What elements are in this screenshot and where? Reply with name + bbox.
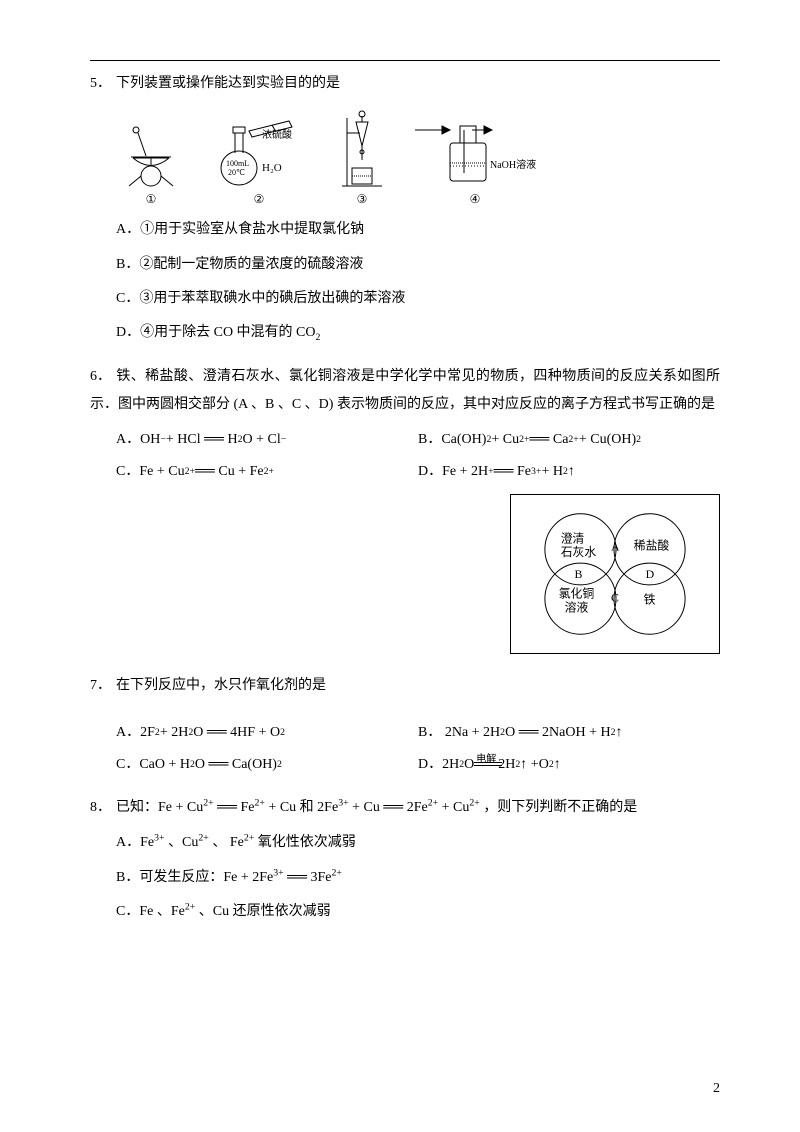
q5-anno-20c: 20℃: [228, 168, 245, 177]
svg-text:C: C: [611, 590, 619, 604]
q5-opt-b: B．②配制一定物质的量浓度的硫酸溶液: [116, 254, 720, 276]
q6-opt-d: D．Fe + 2H+ ══ Fe3+ + H2 ↑: [418, 461, 720, 483]
q5-opt-a: A．①用于实验室从食盐水中提取氯化钠: [116, 219, 720, 241]
svg-text:D: D: [646, 566, 655, 580]
q5-anno-100ml: 100mL: [226, 159, 249, 168]
q5-opt-c: C．③用于苯萃取碘水中的碘后放出碘的苯溶液: [116, 288, 720, 310]
svg-text:稀盐酸: 稀盐酸: [634, 538, 670, 552]
q5-fig-2: 浓硫酸 100mL 20℃ H₂O ②: [204, 113, 314, 209]
q6-num: 6．: [90, 363, 116, 391]
svg-text:溶液: 溶液: [565, 600, 589, 614]
q5-fig2-label: ②: [254, 190, 265, 209]
q5-anno-conc-acid: 浓硫酸: [262, 128, 292, 141]
q5-stem: 5．下列装置或操作能达到实验目的的是: [90, 70, 720, 98]
q8-stem: 8．已知：Fe + Cu2+ ══ Fe2+ + Cu 和 2Fe3+ + Cu…: [90, 794, 720, 822]
q6-stem-text: 铁、稀盐酸、澄清石灰水、氯化铜溶液是中学化学中常见的物质，四种物质间的反应关系如…: [90, 369, 720, 412]
q6-stem: 6．铁、稀盐酸、澄清石灰水、氯化铜溶液是中学化学中常见的物质，四种物质间的反应关…: [90, 363, 720, 419]
svg-text:石灰水: 石灰水: [561, 545, 597, 559]
q6-opt-b: B．Ca(OH)2 + Cu2+ ══ Ca2+ + Cu(OH)2: [418, 429, 720, 451]
q8-opt-c: C．Fe 、Fe2+ 、Cu 还原性依次减弱: [116, 901, 720, 923]
q5-stem-text: 下列装置或操作能达到实验目的的是: [116, 76, 340, 91]
svg-text:B: B: [575, 566, 583, 580]
q8-num: 8．: [90, 794, 116, 822]
q6-opt-c: C．Fe + Cu2+ ══ Cu + Fe2+: [116, 461, 418, 483]
q7-opt-c: C．CaO + H2O ══ Ca(OH)2: [116, 754, 418, 776]
q5-num: 5．: [90, 70, 116, 98]
question-7: 7．在下列反应中，水只作氧化剂的是 A．2F2 + 2H2O ══ 4HF + …: [90, 672, 720, 777]
page-number: 2: [713, 1078, 720, 1100]
q5-fig-3: ③: [332, 108, 392, 209]
q5-anno-h2o: H₂O: [262, 162, 282, 174]
q6-options: A．OH− + HCl ══ H2O + Cl− B．Ca(OH)2 + Cu2…: [90, 429, 720, 484]
top-rule: [90, 60, 720, 61]
q6-opt-a: A．OH− + HCl ══ H2O + Cl−: [116, 429, 418, 451]
question-8: 8．已知：Fe + Cu2+ ══ Fe2+ + Cu 和 2Fe3+ + Cu…: [90, 794, 720, 923]
q5-figures: ① 浓硫酸 100mL 20℃ H₂O ②: [90, 108, 720, 209]
volumetric-flask-icon: 浓硫酸 100mL 20℃ H₂O: [204, 113, 314, 188]
q8-options: A．Fe3+ 、Cu2+ 、 Fe2+ 氧化性依次减弱 B．可发生反应：Fe +…: [90, 832, 720, 923]
question-5: 5．下列装置或操作能达到实验目的的是 ①: [90, 70, 720, 345]
q8-opt-a: A．Fe3+ 、Cu2+ 、 Fe2+ 氧化性依次减弱: [116, 832, 720, 854]
q5-fig4-label: ④: [470, 190, 481, 209]
q6-venn-diagram: 澄清 石灰水 稀盐酸 氯化铜 溶液 铁 A B C D: [510, 494, 720, 654]
gas-washing-bottle-icon: NaOH溶液: [410, 118, 540, 188]
q5-fig3-label: ③: [357, 190, 368, 209]
q7-opt-b: B． 2Na + 2H2O ══ 2NaOH + H2 ↑: [418, 722, 720, 744]
q7-opt-a: A．2F2 + 2H2O ══ 4HF + O2: [116, 722, 418, 744]
svg-text:A: A: [611, 539, 620, 553]
q8-opt-b: B．可发生反应：Fe + 2Fe3+ ══ 3Fe2+: [116, 867, 720, 889]
evaporating-dish-icon: [116, 118, 186, 188]
q7-opt-d: D．2H2O 电解 2H2 ↑ +O2 ↑: [418, 754, 720, 776]
q7-options: A．2F2 + 2H2O ══ 4HF + O2 B． 2Na + 2H2O ═…: [90, 722, 720, 777]
svg-text:澄清: 澄清: [561, 531, 585, 545]
q5-fig-4: NaOH溶液 ④: [410, 118, 540, 209]
svg-text:铁: 铁: [644, 592, 656, 606]
q5-anno-naoh: NaOH溶液: [490, 158, 536, 171]
q7-stem: 7．在下列反应中，水只作氧化剂的是: [90, 672, 720, 700]
question-6: 6．铁、稀盐酸、澄清石灰水、氯化铜溶液是中学化学中常见的物质，四种物质间的反应关…: [90, 363, 720, 654]
svg-text:氯化铜: 氯化铜: [559, 586, 595, 600]
separating-funnel-icon: [332, 108, 392, 188]
q7-stem-text: 在下列反应中，水只作氧化剂的是: [116, 678, 326, 693]
q5-fig-1: ①: [116, 118, 186, 209]
q5-fig1-label: ①: [146, 190, 157, 209]
q5-options: A．①用于实验室从食盐水中提取氯化钠 B．②配制一定物质的量浓度的硫酸溶液 C．…: [90, 219, 720, 345]
q5-opt-d: D．④用于除去 CO 中混有的 CO2: [116, 322, 720, 344]
q7-num: 7．: [90, 672, 116, 700]
